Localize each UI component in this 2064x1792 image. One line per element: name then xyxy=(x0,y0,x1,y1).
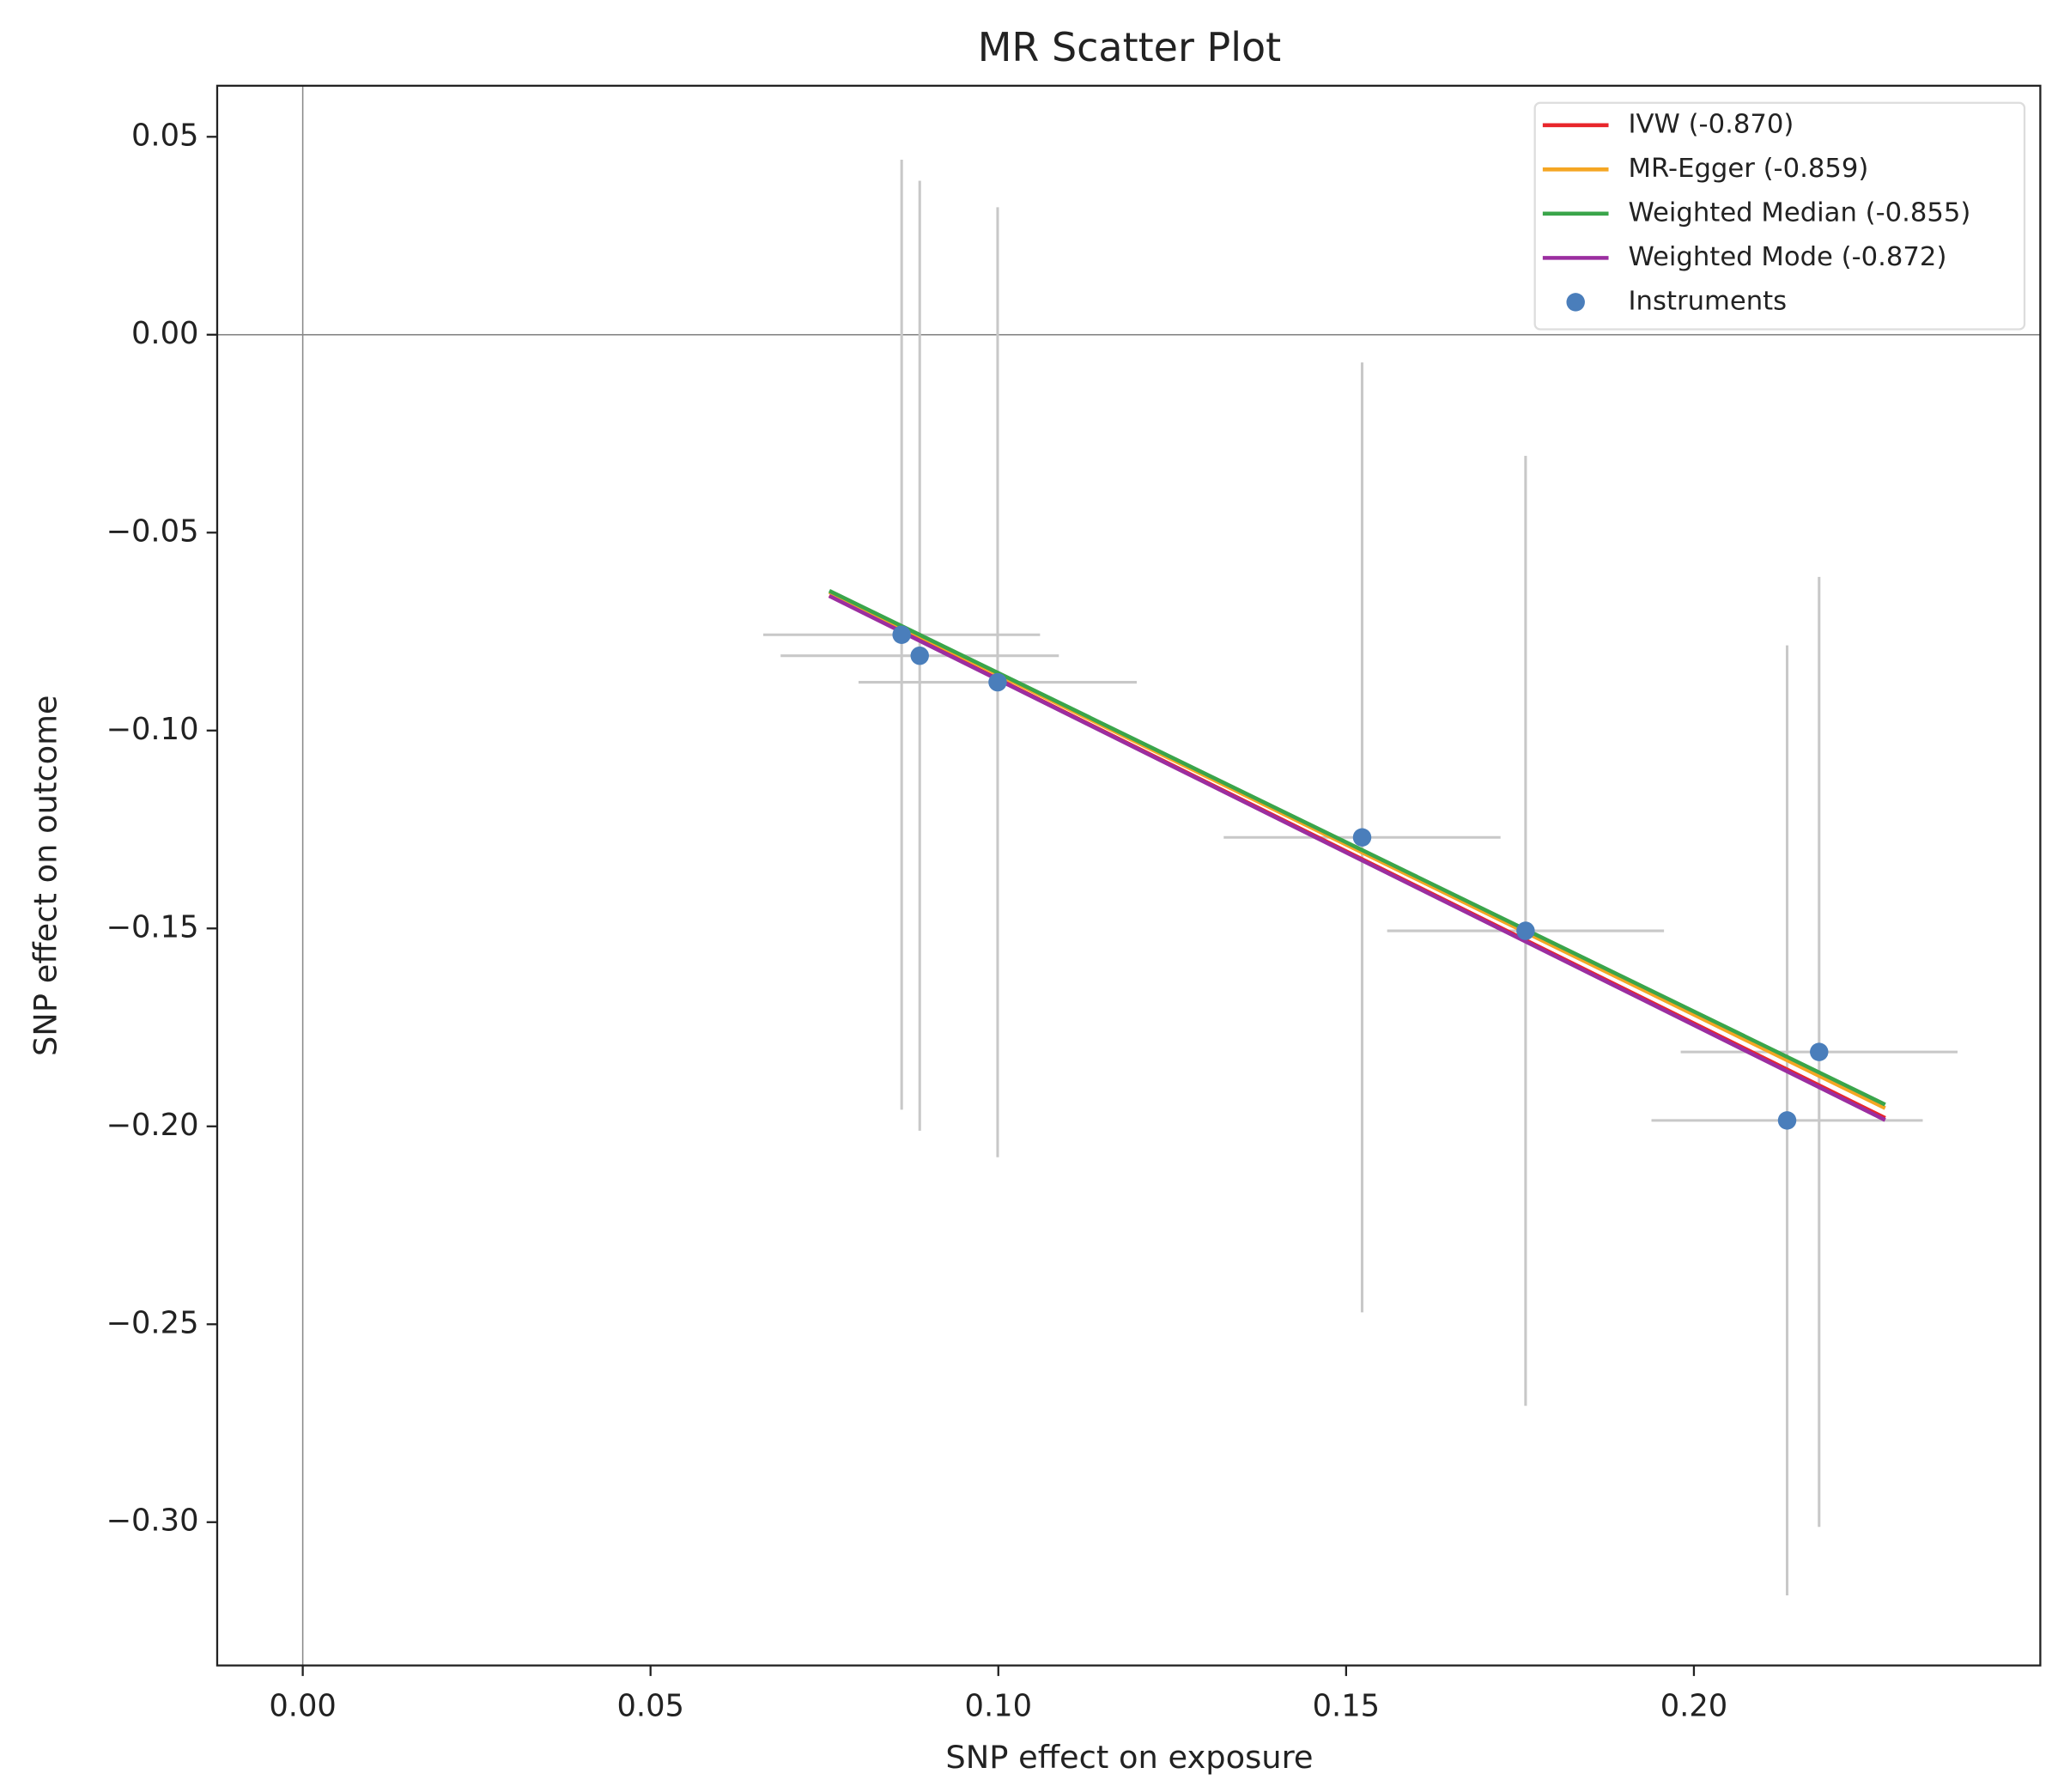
y-tick-label: −0.20 xyxy=(106,1108,198,1143)
y-tick-label: 0.05 xyxy=(131,118,199,153)
x-tick-label: 0.20 xyxy=(1660,1689,1728,1724)
plot-frame xyxy=(216,84,2042,1667)
chart-title: MR Scatter Plot xyxy=(978,24,1281,70)
legend-label: Weighted Mode (-0.872) xyxy=(1629,242,1947,272)
legend-label: Instruments xyxy=(1629,286,1788,316)
instrument-point xyxy=(988,672,1007,692)
legend-box xyxy=(1533,101,2026,331)
legend-label: IVW (-0.870) xyxy=(1629,109,1794,139)
instrument-point xyxy=(1516,921,1535,940)
y-tick-label: 0.00 xyxy=(131,316,199,351)
fit-line xyxy=(828,588,1886,1107)
x-tick-label: 0.15 xyxy=(1313,1689,1381,1724)
fit-line xyxy=(828,593,1886,1122)
instrument-point xyxy=(1810,1042,1829,1061)
legend-swatch xyxy=(1566,293,1585,312)
y-tick-label: −0.15 xyxy=(106,909,198,945)
instrument-point xyxy=(1777,1111,1797,1130)
y-tick-label: −0.25 xyxy=(106,1305,198,1340)
instrument-point xyxy=(892,625,911,644)
legend-label: MR-Egger (-0.859) xyxy=(1629,154,1869,184)
instrument-point xyxy=(910,646,929,665)
instrument-point xyxy=(1352,828,1372,847)
legend-label: Weighted Median (-0.855) xyxy=(1629,197,1971,228)
x-tick-label: 0.05 xyxy=(616,1689,684,1724)
y-tick-label: −0.30 xyxy=(106,1503,198,1539)
x-axis-label: SNP effect on exposure xyxy=(945,1739,1313,1776)
y-axis-label: SNP effect on outcome xyxy=(27,695,64,1056)
x-tick-label: 0.10 xyxy=(965,1689,1033,1724)
y-tick-label: −0.05 xyxy=(106,513,198,549)
x-tick-label: 0.00 xyxy=(269,1689,337,1724)
y-tick-label: −0.10 xyxy=(106,712,198,747)
